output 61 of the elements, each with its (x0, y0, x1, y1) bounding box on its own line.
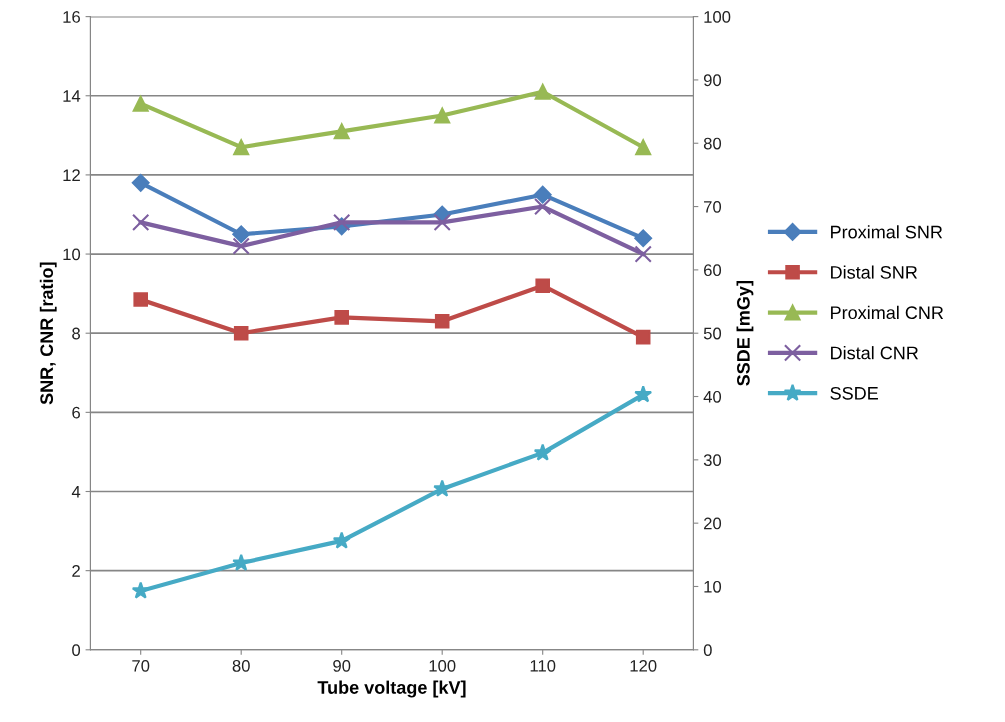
point (233, 139, 250, 156)
y2-tick-label: 90 (703, 74, 722, 87)
legend-label: Distal SNR (831, 265, 918, 279)
point (232, 225, 251, 244)
point (334, 310, 349, 325)
y-tick-label: 14 (63, 90, 81, 102)
y-tick-label: 4 (71, 486, 81, 498)
point (634, 245, 652, 263)
point (434, 314, 450, 329)
point (433, 213, 451, 232)
x-tick-label: 120 (630, 659, 657, 672)
y2-tick-label: 80 (703, 137, 722, 150)
y2-tick-label: 100 (704, 11, 731, 23)
y-tick-label: 6 (72, 406, 80, 419)
y2-tick-label: 10 (704, 580, 722, 593)
point (132, 95, 149, 112)
y-tick-label: 8 (72, 327, 80, 340)
point (131, 173, 150, 192)
y2-tick-label: 20 (704, 517, 722, 530)
point (635, 329, 651, 345)
y-tick-label: 2 (72, 565, 80, 577)
x-tick-label: 90 (333, 659, 351, 672)
x-tick-label: 70 (132, 659, 150, 672)
point (534, 197, 552, 216)
y2-tick-label: 70 (704, 200, 722, 213)
point (132, 213, 150, 232)
y-tick-label: 0 (72, 644, 81, 656)
point (535, 278, 550, 293)
point (133, 292, 148, 307)
point (232, 237, 250, 255)
y-tick-label: 12 (63, 169, 80, 181)
point (333, 123, 350, 140)
point (232, 553, 251, 571)
point (434, 107, 451, 124)
legend-label: Proximal CNR (831, 305, 944, 320)
y2-tick-label: 40 (703, 390, 722, 403)
y2-tick-label: 0 (703, 644, 712, 656)
point (634, 385, 653, 403)
x-axis-title: Tube voltage [kV] (317, 680, 466, 698)
point (533, 185, 552, 204)
y2-tick-label: 30 (703, 454, 722, 467)
y2-tick-label: 60 (704, 264, 722, 277)
point (332, 531, 351, 549)
y2-tick-label: 50 (703, 327, 722, 340)
point (333, 213, 351, 232)
point (433, 479, 452, 497)
x-tick-label: 80 (232, 659, 250, 672)
x-tick-label: 100 (429, 659, 456, 672)
point (634, 229, 653, 248)
y-tick-label: 10 (63, 248, 81, 261)
point (233, 325, 249, 341)
legend-label: Proximal SNR (831, 225, 943, 239)
point (635, 139, 652, 156)
y-axis-title: SNR, CNR [ratio] (39, 262, 57, 405)
y-tick-label: 16 (63, 11, 80, 23)
legend-label: SSDE (830, 386, 878, 400)
x-tick-label: 110 (530, 659, 556, 672)
y2-axis-title: SSDE [mGy] (736, 281, 754, 386)
point (533, 443, 552, 461)
point (534, 83, 551, 100)
legend-label: Distal CNR (831, 346, 919, 360)
